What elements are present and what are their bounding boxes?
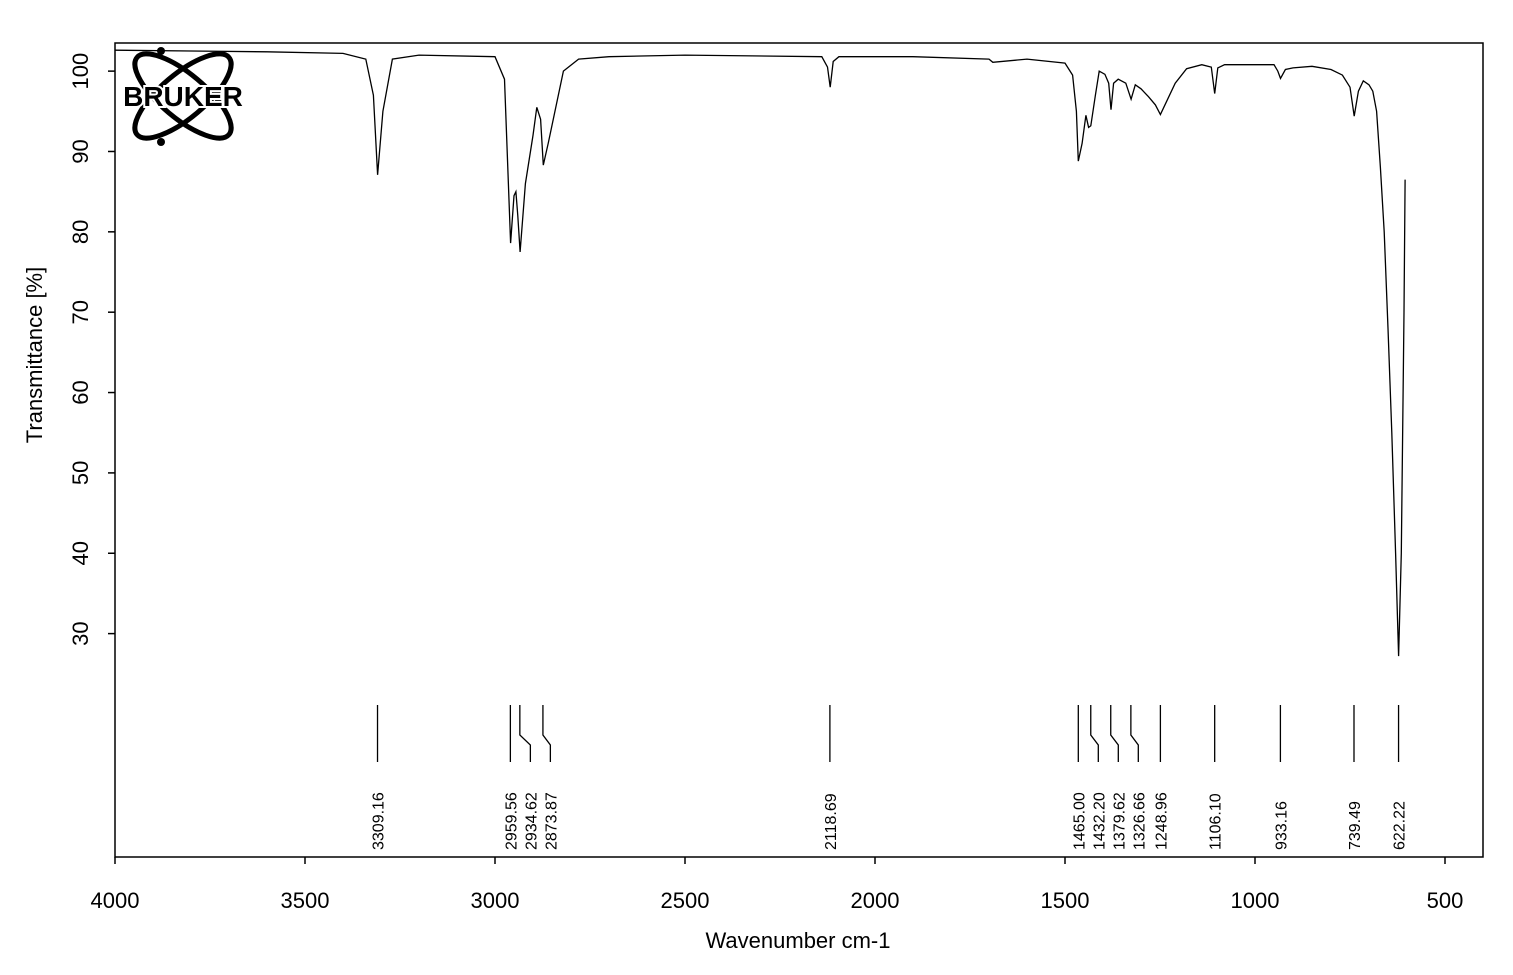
x-tick-label: 3000	[471, 888, 520, 913]
peak-label: 1106.10	[1208, 793, 1225, 850]
peak-label: 1465.00	[1071, 792, 1088, 850]
x-tick-label: 2000	[851, 888, 900, 913]
x-axis-label: Wavenumber cm-1	[705, 928, 890, 953]
peak-label: 2934.62	[523, 792, 540, 850]
y-tick-label: 40	[68, 541, 93, 565]
logo-text: BRUKER	[123, 81, 243, 112]
y-tick-label: 50	[68, 461, 93, 485]
peak-label: 933.16	[1273, 801, 1290, 850]
x-tick-label: 3500	[281, 888, 330, 913]
logo: BRUKER	[121, 47, 245, 146]
peak-label: 1432.20	[1091, 792, 1108, 850]
spectrum-line	[114, 49, 1406, 657]
x-tick-label: 2500	[661, 888, 710, 913]
y-tick-label: 100	[68, 53, 93, 90]
peak-marker	[1090, 705, 1099, 762]
y-tick-label: 90	[68, 139, 93, 163]
peak-label: 1379.62	[1111, 792, 1128, 850]
x-tick-label: 4000	[91, 888, 140, 913]
y-tick-label: 80	[68, 220, 93, 244]
y-tick-label: 70	[68, 300, 93, 324]
x-tick-label: 1500	[1041, 888, 1090, 913]
peak-marker	[519, 705, 532, 762]
peak-label: 1248.96	[1153, 792, 1170, 850]
x-tick-label: 1000	[1231, 888, 1280, 913]
peak-label: 1326.66	[1131, 792, 1148, 850]
plot-frame	[114, 42, 1484, 858]
y-tick-label: 60	[68, 380, 93, 404]
peak-marker	[1110, 705, 1119, 762]
peak-marker	[1130, 705, 1139, 762]
y-axis-label: Transmittance [%]	[22, 267, 47, 443]
peak-label: 2118.69	[823, 793, 840, 850]
y-tick-label: 30	[68, 621, 93, 645]
x-tick-label: 500	[1427, 888, 1464, 913]
peak-label: 622.22	[1392, 801, 1409, 850]
peak-label: 3309.16	[371, 792, 388, 850]
peak-label: 2873.87	[543, 792, 560, 850]
peak-marker	[542, 705, 552, 762]
peak-label: 739.49	[1347, 801, 1364, 850]
peak-label: 2959.56	[503, 792, 520, 850]
